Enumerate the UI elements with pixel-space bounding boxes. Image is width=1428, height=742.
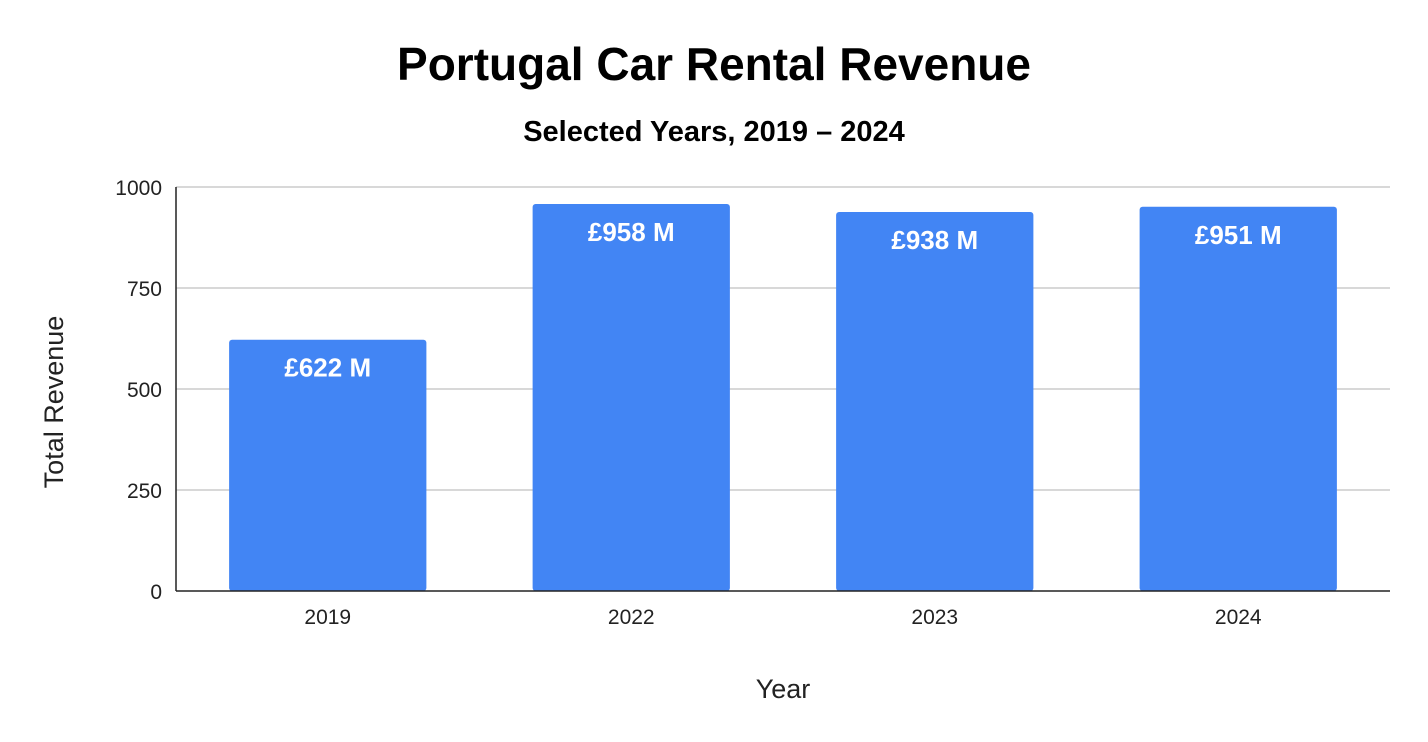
chart-title: Portugal Car Rental Revenue xyxy=(397,38,1031,90)
y-axis-ticks: 0 250 500 750 1000 xyxy=(115,177,162,604)
bar-2022 xyxy=(532,203,730,591)
chart-subtitle: Selected Years, 2019 – 2024 xyxy=(523,116,905,148)
x-tick-label: 2023 xyxy=(911,606,958,629)
x-tick-label: 2019 xyxy=(304,606,351,629)
y-axis-title: Total Revenue xyxy=(39,316,69,489)
x-axis-title: Year xyxy=(756,674,811,704)
bars xyxy=(229,203,1337,591)
data-label-2024: £951 M xyxy=(1195,220,1282,250)
x-axis-ticks: 2019 2022 2023 2024 xyxy=(304,606,1262,629)
y-tick-label: 250 xyxy=(127,480,162,503)
y-tick-label: 500 xyxy=(127,379,162,402)
y-tick-label: 750 xyxy=(127,278,162,301)
y-tick-label: 0 xyxy=(150,581,162,604)
bar-2024 xyxy=(1139,206,1337,591)
x-tick-label: 2024 xyxy=(1215,606,1262,629)
data-labels: £622 M £958 M £938 M £951 M xyxy=(284,217,1281,383)
x-tick-label: 2022 xyxy=(608,606,655,629)
data-label-2023: £938 M xyxy=(891,225,978,255)
bar-2019 xyxy=(229,339,427,591)
data-label-2022: £958 M xyxy=(588,217,675,247)
y-tick-label: 1000 xyxy=(115,177,162,200)
data-label-2019: £622 M xyxy=(284,353,371,383)
bar-2023 xyxy=(836,212,1034,591)
